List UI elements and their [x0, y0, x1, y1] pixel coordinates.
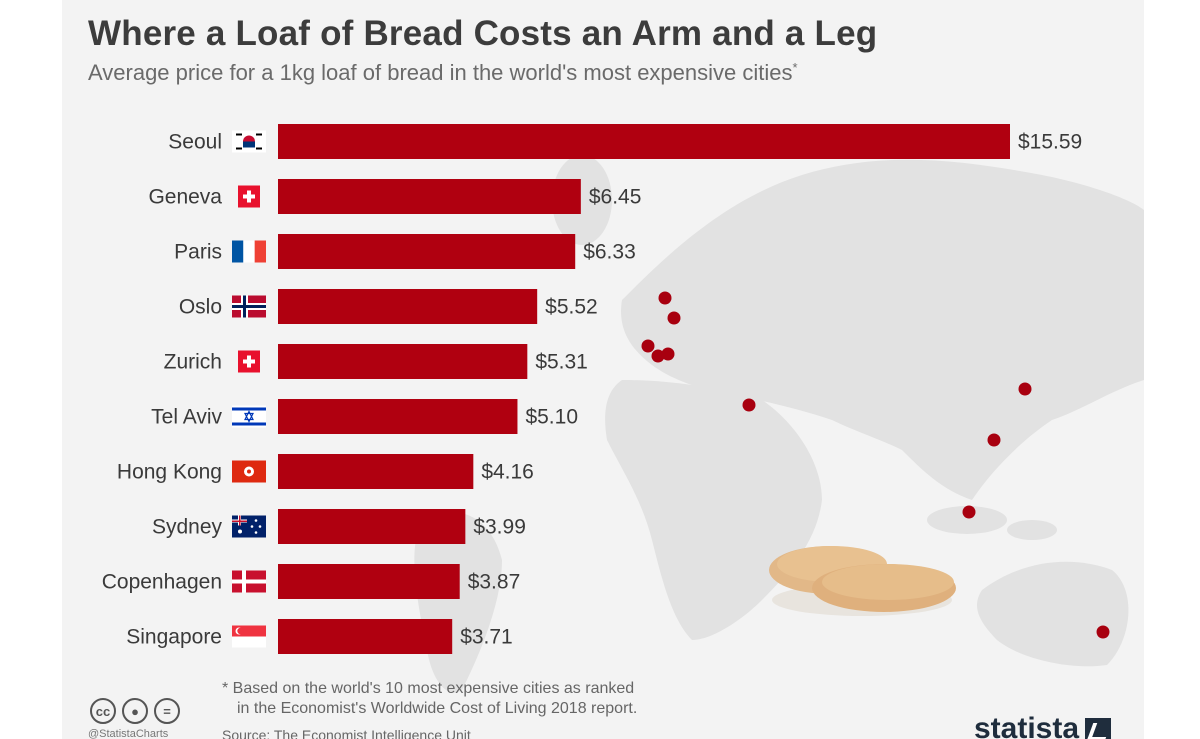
value-label: $6.45	[589, 186, 642, 209]
license-icons: cc ● =	[90, 698, 180, 724]
category-label: Hong Kong	[117, 461, 222, 484]
value-label: $3.87	[468, 571, 521, 594]
infographic-panel: Where a Loaf of Bread Costs an Arm and a…	[62, 0, 1144, 739]
category-label: Zurich	[164, 351, 222, 374]
australia-flag	[232, 515, 266, 538]
footnote-line-1: * Based on the world's 10 most expensive…	[222, 680, 635, 697]
logo-text: statista	[974, 712, 1080, 739]
value-label: $4.16	[481, 461, 534, 484]
city-marker	[661, 347, 675, 361]
world-map-background	[414, 155, 1144, 693]
bar	[278, 564, 460, 599]
category-label: Singapore	[126, 626, 222, 649]
value-label: $3.71	[460, 626, 513, 649]
city-marker	[962, 505, 976, 519]
value-label: $15.59	[1018, 131, 1082, 154]
value-label: $6.33	[583, 241, 636, 264]
bar	[278, 619, 453, 654]
israel-flag	[232, 405, 266, 428]
bar	[278, 509, 466, 544]
bar	[278, 234, 576, 269]
singapore-flag	[232, 625, 266, 648]
city-marker	[987, 433, 1001, 447]
category-label: Seoul	[168, 131, 222, 154]
bar	[278, 399, 518, 434]
statista-logo-icon	[1085, 718, 1112, 739]
chart-title: Where a Loaf of Bread Costs an Arm and a…	[88, 14, 878, 53]
switzerland-flag	[238, 350, 260, 373]
bar	[278, 454, 474, 489]
value-label: $5.31	[535, 351, 588, 374]
value-label: $5.10	[525, 406, 578, 429]
city-marker	[651, 349, 665, 363]
city-marker	[641, 339, 655, 353]
city-marker	[1096, 625, 1110, 639]
denmark-flag	[232, 570, 266, 593]
south-korea-flag	[232, 130, 266, 153]
cc-icon[interactable]: cc	[90, 698, 116, 724]
footnote-line-2: in the Economist's Worldwide Cost of Liv…	[237, 700, 638, 717]
switzerland-flag	[238, 185, 260, 208]
category-label: Geneva	[148, 186, 222, 209]
norway-flag	[232, 295, 266, 318]
city-marker	[667, 311, 681, 325]
category-label: Copenhagen	[102, 571, 222, 594]
france-flag	[232, 240, 266, 263]
city-marker	[658, 291, 672, 305]
bar	[278, 289, 538, 324]
value-label: $3.99	[473, 516, 526, 539]
footnote: * Based on the world's 10 most expensive…	[222, 679, 637, 719]
bar	[278, 344, 528, 379]
statista-logo[interactable]: statista	[974, 712, 1112, 739]
value-label: $5.52	[545, 296, 598, 319]
subtitle-footnote-marker: *	[792, 60, 798, 75]
chart-subtitle: Average price for a 1kg loaf of bread in…	[88, 60, 798, 86]
subtitle-text: Average price for a 1kg loaf of bread in…	[88, 60, 793, 85]
by-icon[interactable]: ●	[122, 698, 148, 724]
bar	[278, 124, 1010, 159]
city-marker	[1018, 382, 1032, 396]
city-marker	[742, 398, 756, 412]
hong-kong-flag	[232, 460, 266, 483]
category-label: Tel Aviv	[151, 406, 222, 429]
source-note: Source: The Economist Intelligence Unit	[222, 727, 471, 739]
bar-chart: Seoul $15.59 Geneva $6.45 Paris $6.33 Oslo $5.5…	[102, 124, 1110, 654]
category-label: Oslo	[179, 296, 222, 319]
category-label: Paris	[174, 241, 222, 264]
bar	[278, 179, 581, 214]
nd-icon[interactable]: =	[154, 698, 180, 724]
category-label: Sydney	[152, 516, 223, 539]
statista-handle: @StatistaCharts	[88, 728, 169, 739]
